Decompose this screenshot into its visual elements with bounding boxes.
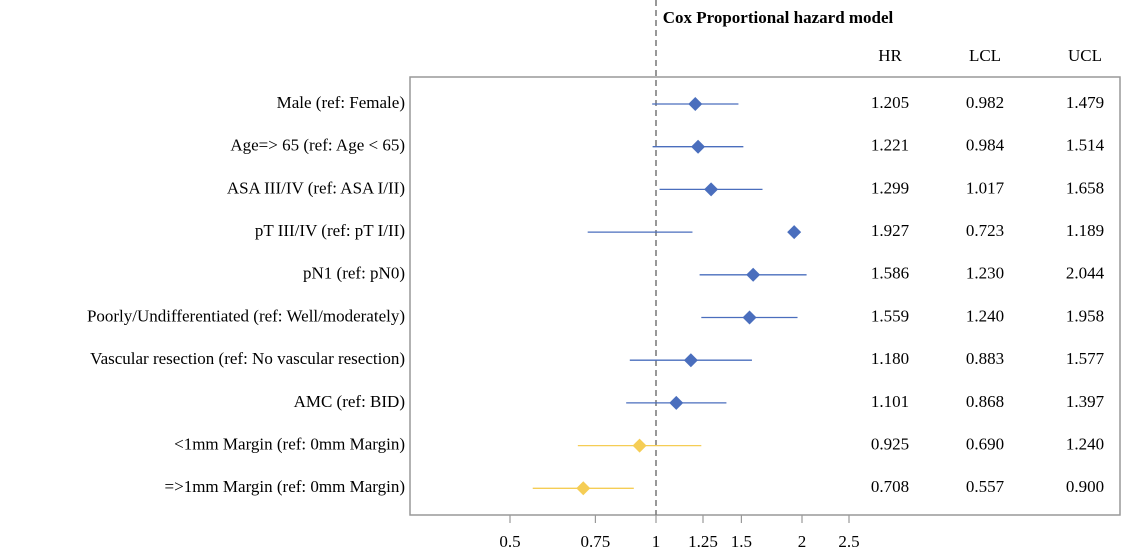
hazard-ratio-marker xyxy=(787,225,802,240)
x-tick-label: 0.5 xyxy=(499,532,520,551)
table-value: 1.658 xyxy=(1066,178,1104,197)
table-value: 0.690 xyxy=(966,435,1004,454)
hazard-ratio-marker xyxy=(669,395,684,410)
row-label: <1mm Margin (ref: 0mm Margin) xyxy=(174,435,405,454)
table-value: 0.557 xyxy=(966,477,1005,496)
table-value: 1.017 xyxy=(966,178,1005,197)
hazard-ratio-marker xyxy=(691,139,706,154)
hazard-ratio-marker xyxy=(683,353,698,368)
table-value: 1.189 xyxy=(1066,221,1104,240)
hazard-ratio-marker xyxy=(576,481,591,496)
column-header: HR xyxy=(878,46,902,65)
table-value: 1.205 xyxy=(871,93,909,112)
table-value: 0.708 xyxy=(871,477,909,496)
hazard-ratio-marker xyxy=(688,97,703,111)
table-value: 0.984 xyxy=(966,136,1005,155)
table-value: 1.927 xyxy=(871,221,910,240)
table-value: 0.900 xyxy=(1066,477,1104,496)
table-value: 1.514 xyxy=(1066,136,1105,155)
chart-title: Cox Proportional hazard model xyxy=(663,8,894,27)
table-value: 0.982 xyxy=(966,93,1004,112)
row-label: Vascular resection (ref: No vascular res… xyxy=(90,349,405,368)
row-label: pT III/IV (ref: pT I/II) xyxy=(255,221,405,240)
hazard-ratio-marker xyxy=(746,267,761,282)
table-value: 1.958 xyxy=(1066,306,1104,325)
table-value: 0.723 xyxy=(966,221,1004,240)
x-tick-label: 2.5 xyxy=(838,532,859,551)
row-label: ASA III/IV (ref: ASA I/II) xyxy=(227,178,405,197)
table-value: 1.299 xyxy=(871,178,909,197)
table-value: 1.221 xyxy=(871,136,909,155)
table-value: 1.586 xyxy=(871,264,909,283)
plot-frame xyxy=(409,76,1121,516)
table-value: 1.397 xyxy=(1066,392,1105,411)
row-label: =>1mm Margin (ref: 0mm Margin) xyxy=(165,477,405,496)
table-value: 1.240 xyxy=(966,306,1004,325)
table-value: 1.180 xyxy=(871,349,909,368)
table-value: 1.479 xyxy=(1066,93,1104,112)
column-header: LCL xyxy=(969,46,1001,65)
row-label: Poorly/Undifferentiated (ref: Well/moder… xyxy=(87,306,405,325)
row-label: Male (ref: Female) xyxy=(277,93,405,112)
table-value: 1.101 xyxy=(871,392,909,411)
row-label: pN1 (ref: pN0) xyxy=(303,264,405,283)
table-value: 1.559 xyxy=(871,306,909,325)
table-value: 0.868 xyxy=(966,392,1004,411)
table-value: 1.577 xyxy=(1066,349,1105,368)
hazard-ratio-marker xyxy=(632,438,647,453)
x-tick-label: 1.5 xyxy=(731,532,752,551)
hazard-ratio-marker xyxy=(742,310,757,325)
table-value: 0.925 xyxy=(871,435,909,454)
row-label: AMC (ref: BID) xyxy=(294,392,405,411)
table-value: 0.883 xyxy=(966,349,1004,368)
x-tick-label: 0.75 xyxy=(581,532,611,551)
row-label: Age=> 65 (ref: Age < 65) xyxy=(230,136,405,155)
x-tick-label: 1.25 xyxy=(688,532,718,551)
x-tick-label: 1 xyxy=(652,532,661,551)
x-tick-label: 2 xyxy=(798,532,807,551)
table-value: 2.044 xyxy=(1066,264,1105,283)
table-value: 1.230 xyxy=(966,264,1004,283)
column-header: UCL xyxy=(1068,46,1102,65)
table-value: 1.240 xyxy=(1066,435,1104,454)
hazard-ratio-marker xyxy=(704,182,719,197)
